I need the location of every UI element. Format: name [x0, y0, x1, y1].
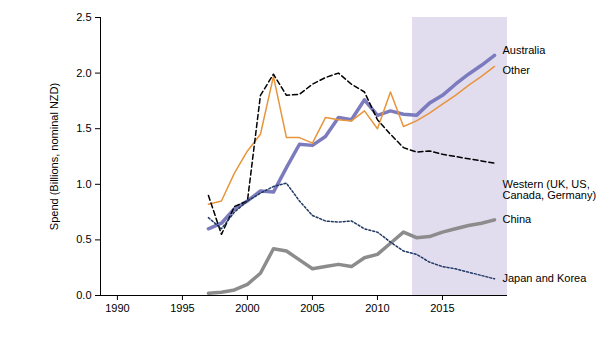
svg-text:2015: 2015 — [430, 302, 454, 314]
svg-text:2.5: 2.5 — [76, 11, 91, 23]
svg-text:0.0: 0.0 — [76, 289, 91, 301]
svg-text:Spend (Billions, nominal NZD): Spend (Billions, nominal NZD) — [48, 83, 60, 230]
svg-text:2000: 2000 — [235, 302, 259, 314]
svg-text:0.5: 0.5 — [76, 233, 91, 245]
svg-text:1.5: 1.5 — [76, 122, 91, 134]
svg-text:Australia: Australia — [502, 44, 546, 56]
svg-text:2005: 2005 — [300, 302, 324, 314]
svg-text:2.0: 2.0 — [76, 67, 91, 79]
svg-text:Japan and Korea: Japan and Korea — [502, 272, 587, 284]
svg-text:Other: Other — [502, 64, 530, 76]
svg-text:Western (UK, US,Canada, German: Western (UK, US,Canada, Germany) — [502, 178, 596, 201]
svg-text:China: China — [502, 213, 532, 225]
svg-text:1995: 1995 — [170, 302, 194, 314]
svg-text:1.0: 1.0 — [76, 178, 91, 190]
svg-text:1990: 1990 — [105, 302, 129, 314]
svg-text:2010: 2010 — [365, 302, 389, 314]
